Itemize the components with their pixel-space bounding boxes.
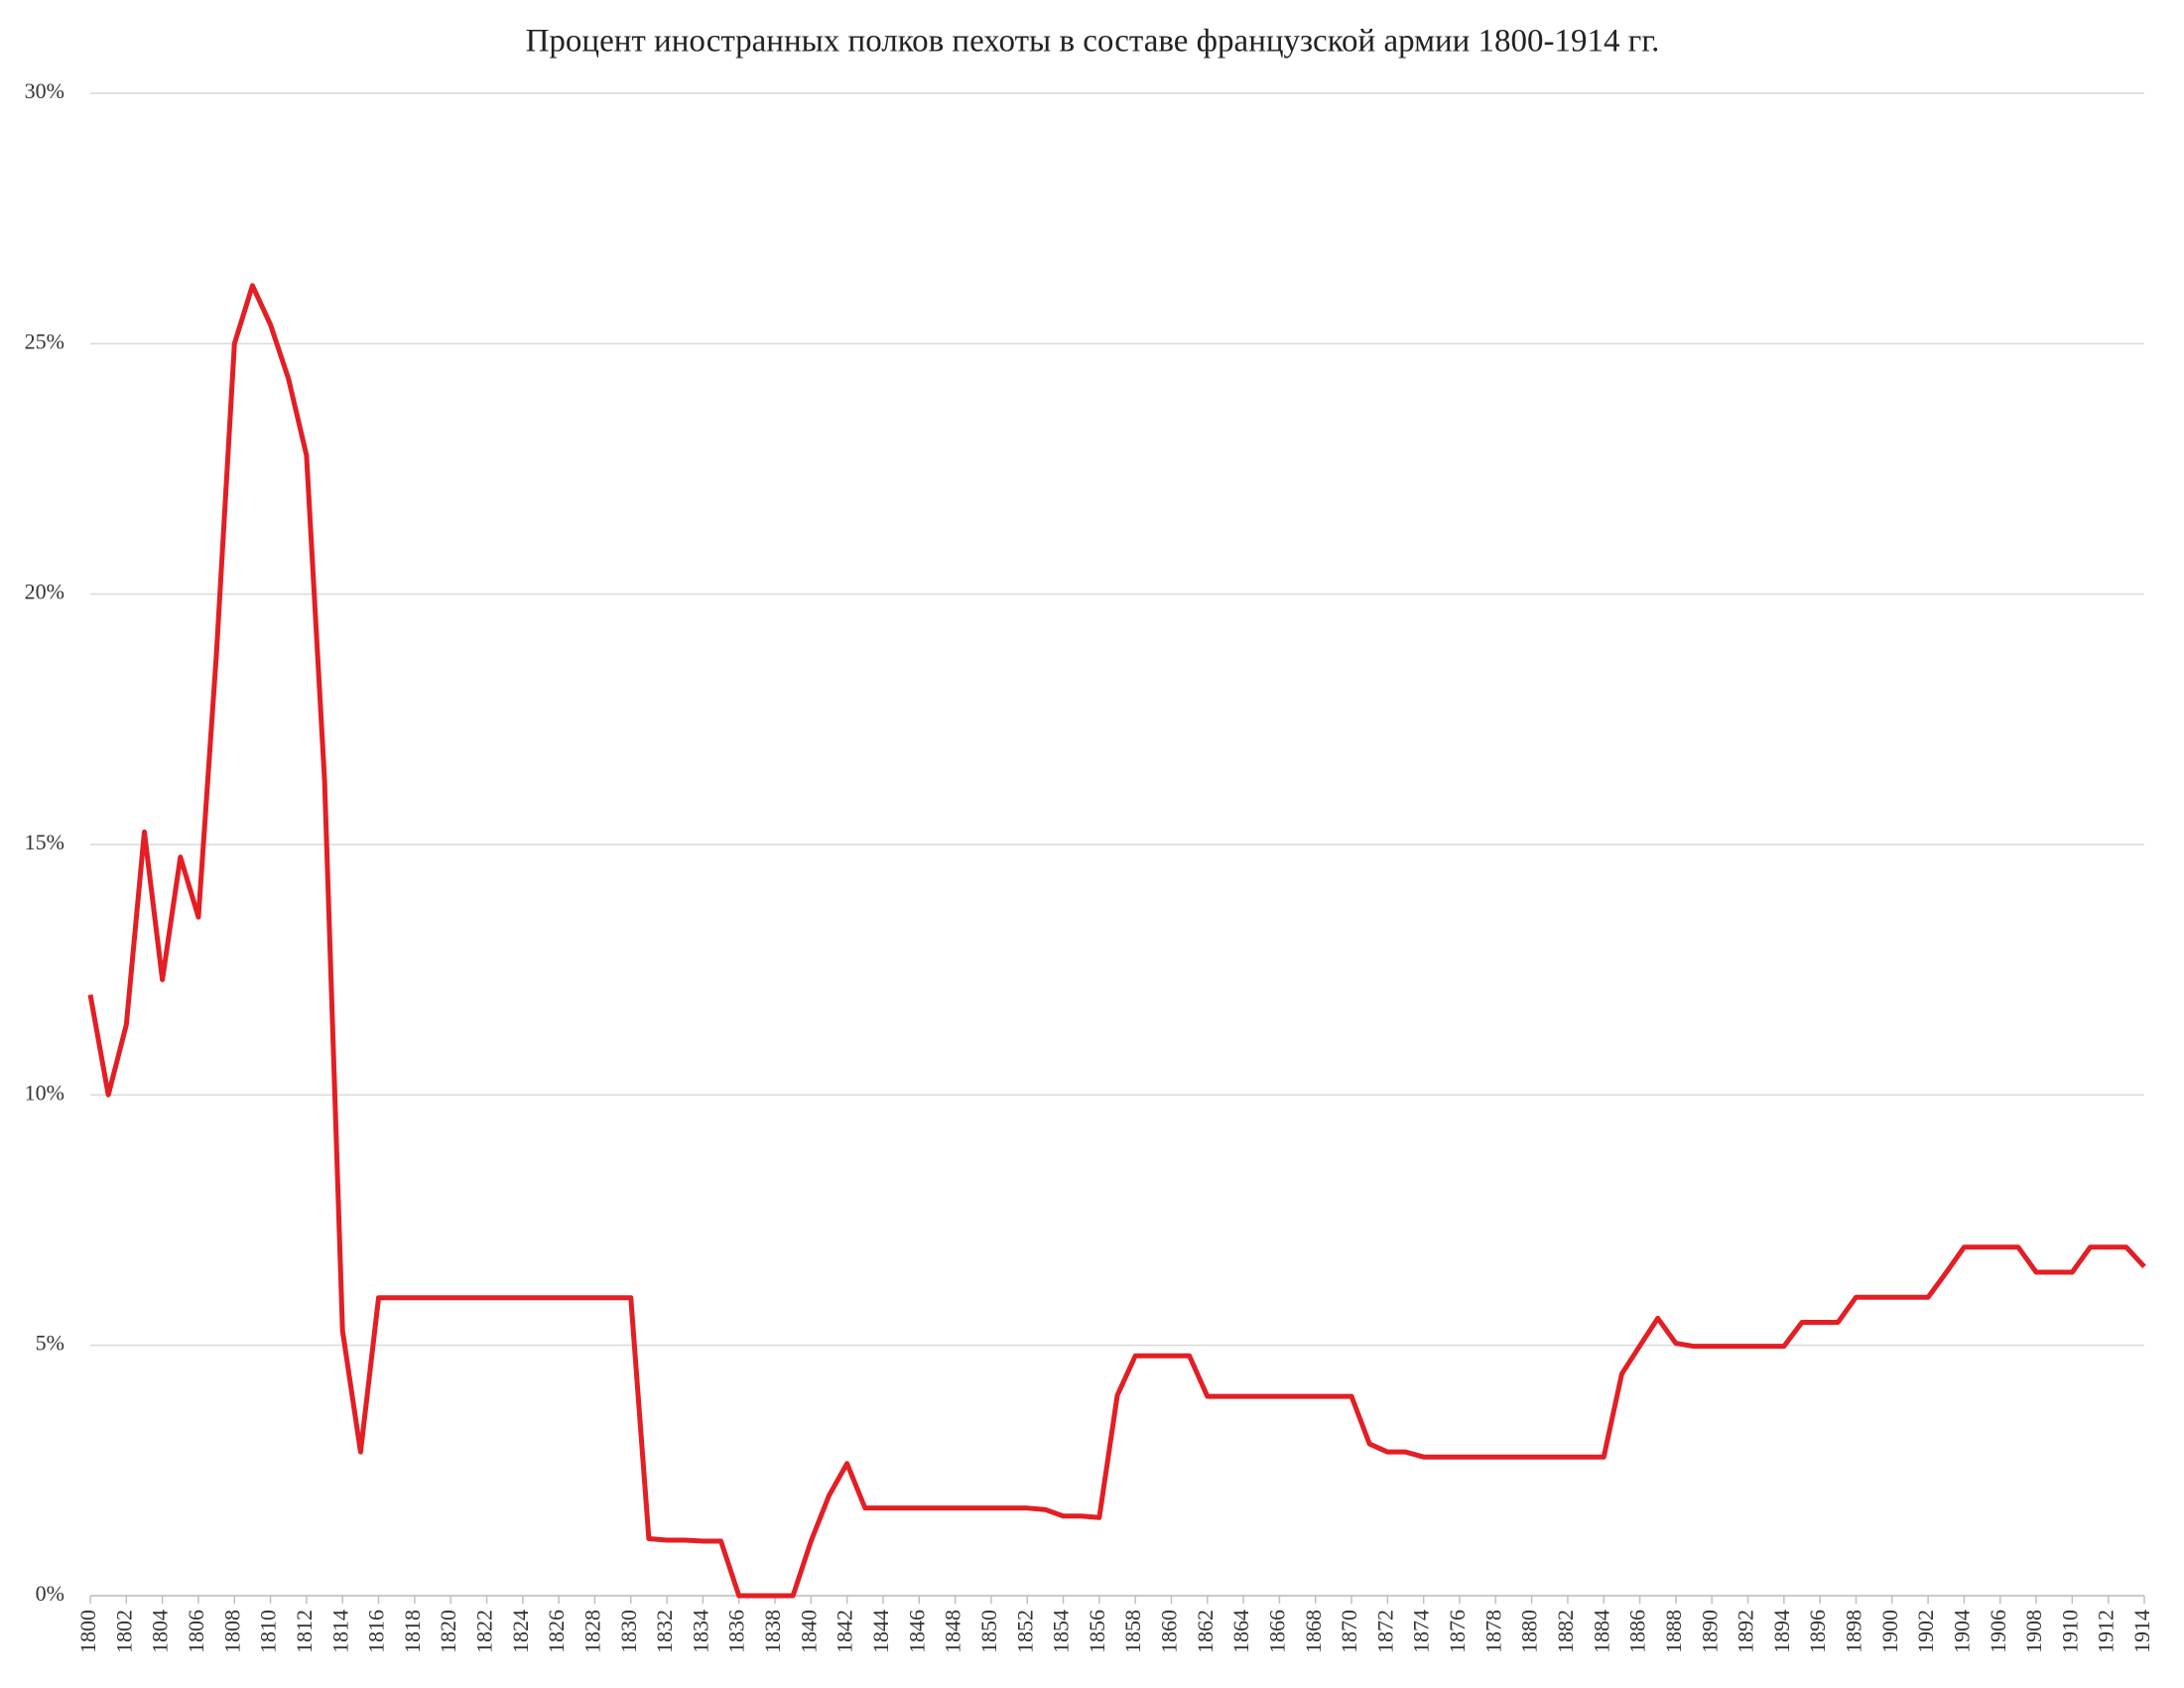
x-tick-label: 1834 [688, 1610, 712, 1653]
x-tick-label: 1884 [1589, 1610, 1613, 1653]
x-tick-label: 1820 [436, 1610, 460, 1653]
y-tick-label: 30% [25, 78, 64, 103]
x-tick-label: 1904 [1949, 1610, 1974, 1653]
x-tick-label: 1854 [1049, 1610, 1074, 1653]
x-tick-label: 1856 [1085, 1610, 1109, 1653]
x-tick-label: 1832 [652, 1610, 677, 1653]
y-tick-label: 25% [25, 328, 64, 353]
x-tick-label: 1898 [1842, 1610, 1866, 1653]
x-tick-label: 1838 [760, 1610, 785, 1653]
x-tick-label: 1818 [400, 1610, 425, 1653]
x-tick-label: 1812 [292, 1610, 317, 1653]
x-tick-label: 1860 [1157, 1610, 1182, 1653]
x-tick-label: 1878 [1480, 1610, 1505, 1653]
x-tick-label: 1840 [796, 1610, 821, 1653]
x-tick-label: 1802 [111, 1610, 136, 1653]
series-line [87, 283, 2146, 1599]
y-tick-label: 20% [25, 580, 64, 604]
x-tick-label: 1848 [941, 1610, 965, 1653]
x-tick-label: 1830 [616, 1610, 641, 1653]
x-tick-label: 1824 [508, 1610, 533, 1653]
x-tick-label: 1826 [544, 1610, 569, 1653]
x-tick-label: 1902 [1913, 1610, 1938, 1653]
y-tick-label: 10% [25, 1080, 64, 1104]
x-tick-label: 1842 [833, 1610, 857, 1653]
x-tick-label: 1800 [75, 1610, 100, 1653]
x-tick-label: 1894 [1769, 1610, 1794, 1653]
x-tick-label: 1910 [2057, 1610, 2082, 1653]
chart-title: Процент иностранных полков пехоты в сост… [526, 24, 1660, 60]
x-tick-label: 1906 [1986, 1610, 2010, 1653]
x-tick-label: 1808 [219, 1610, 244, 1653]
x-tick-label: 1852 [1012, 1610, 1037, 1653]
x-tick-label: 1804 [148, 1610, 173, 1653]
x-tick-label: 1912 [2094, 1610, 2119, 1653]
x-tick-label: 1886 [1625, 1610, 1650, 1653]
x-tick-label: 1876 [1445, 1610, 1470, 1653]
y-tick-label: 0% [36, 1581, 64, 1606]
x-tick-label: 1868 [1301, 1610, 1326, 1653]
x-tick-label: 1850 [976, 1610, 1001, 1653]
x-tick-label: 1892 [1734, 1610, 1758, 1653]
x-tick-label: 1814 [327, 1610, 352, 1653]
x-tick-label: 1864 [1228, 1610, 1253, 1653]
x-tick-label: 1806 [184, 1610, 208, 1653]
x-tick-label: 1846 [904, 1610, 929, 1653]
x-tick-label: 1888 [1661, 1610, 1686, 1653]
y-tick-label: 15% [25, 830, 64, 854]
x-tick-label: 1870 [1337, 1610, 1361, 1653]
x-tick-label: 1822 [472, 1610, 497, 1653]
x-tick-label: 1908 [2021, 1610, 2046, 1653]
x-tick-label: 1882 [1553, 1610, 1578, 1653]
y-tick-label: 5% [36, 1331, 64, 1356]
x-tick-label: 1858 [1120, 1610, 1145, 1653]
x-tick-label: 1872 [1372, 1610, 1397, 1653]
x-tick-label: 1890 [1697, 1610, 1722, 1653]
x-tick-label: 1914 [2129, 1610, 2154, 1653]
x-tick-label: 1836 [724, 1610, 749, 1653]
x-tick-label: 1866 [1264, 1610, 1289, 1653]
x-tick-label: 1816 [364, 1610, 389, 1653]
x-tick-label: 1844 [868, 1610, 893, 1653]
x-tick-label: 1874 [1409, 1610, 1434, 1653]
x-tick-label: 1810 [256, 1610, 281, 1653]
x-tick-label: 1880 [1517, 1610, 1542, 1653]
x-tick-label: 1828 [579, 1610, 604, 1653]
x-tick-label: 1900 [1877, 1610, 1902, 1653]
x-tick-label: 1896 [1805, 1610, 1830, 1653]
x-tick-label: 1862 [1193, 1610, 1218, 1653]
